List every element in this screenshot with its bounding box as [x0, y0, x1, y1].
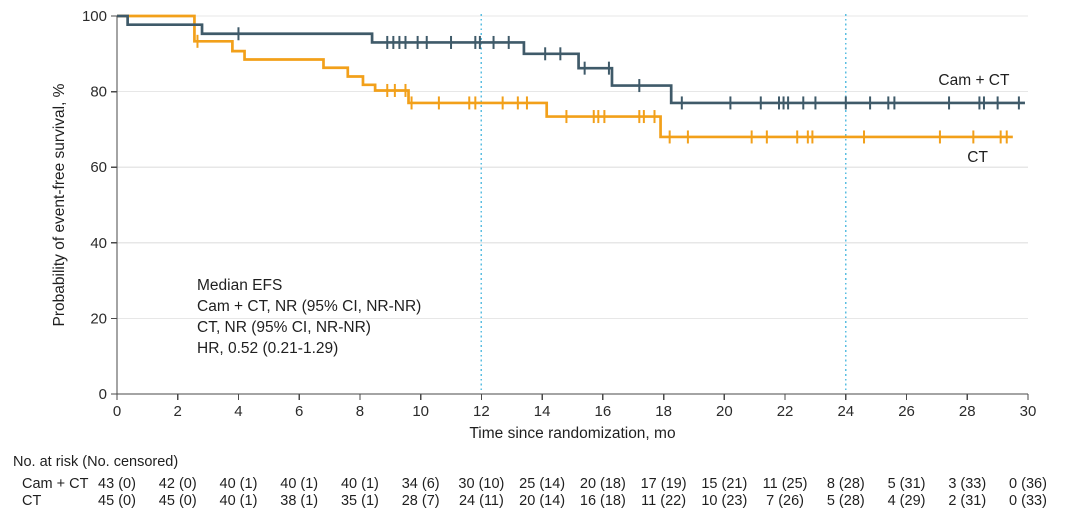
risk-value: 16 (18): [580, 493, 626, 509]
annotation-line: CT, NR (95% CI, NR-NR): [197, 319, 371, 336]
risk-value: 17 (19): [641, 476, 687, 492]
series-label-ct: CT: [967, 149, 988, 166]
x-tick-label: 18: [655, 403, 672, 420]
risk-value: 8 (28): [827, 476, 865, 492]
x-tick-label: 16: [595, 403, 612, 420]
risk-value: 4 (29): [888, 493, 926, 509]
x-tick-label: 28: [959, 403, 976, 420]
risk-row-label: CT: [22, 493, 41, 509]
risk-value: 40 (1): [220, 476, 258, 492]
risk-value: 20 (18): [580, 476, 626, 492]
x-tick-label: 4: [234, 403, 242, 420]
x-tick-label: 2: [174, 403, 182, 420]
risk-value: 24 (11): [459, 493, 504, 509]
y-tick-label: 80: [90, 84, 107, 101]
x-tick-label: 12: [473, 403, 490, 420]
risk-value: 11 (22): [641, 493, 686, 509]
y-tick-label: 0: [99, 386, 107, 403]
y-tick-label: 40: [90, 235, 107, 252]
x-axis-title: Time since randomization, mo: [469, 425, 675, 442]
risk-row-label: Cam + CT: [22, 476, 89, 492]
risk-value: 3 (33): [948, 476, 986, 492]
x-tick-label: 20: [716, 403, 733, 420]
curve-cam-ct: [117, 14, 1025, 105]
risk-value: 5 (28): [827, 493, 865, 509]
risk-value: 2 (31): [948, 493, 986, 509]
risk-value: 40 (1): [280, 476, 318, 492]
risk-value: 45 (0): [98, 493, 136, 509]
y-tick-label: 20: [90, 310, 107, 327]
annotation-line: Median EFS: [197, 277, 282, 294]
risk-value: 5 (31): [888, 476, 926, 492]
risk-value: 28 (7): [402, 493, 440, 509]
risk-value: 11 (25): [763, 476, 808, 492]
risk-value: 35 (1): [341, 493, 379, 509]
x-tick-label: 6: [295, 403, 303, 420]
risk-value: 7 (26): [766, 493, 804, 509]
annotation-line: Cam + CT, NR (95% CI, NR-NR): [197, 298, 421, 315]
y-tick-label: 60: [90, 159, 107, 176]
risk-value: 10 (23): [701, 493, 747, 509]
risk-value: 30 (10): [458, 476, 504, 492]
risk-table-header: No. at risk (No. censored): [13, 454, 178, 470]
curve-ct: [117, 14, 1013, 139]
risk-value: 0 (36): [1009, 476, 1047, 492]
risk-value: 25 (14): [519, 476, 565, 492]
risk-value: 40 (1): [341, 476, 379, 492]
risk-value: 38 (1): [280, 493, 318, 509]
x-tick-label: 14: [534, 403, 551, 420]
risk-value: 20 (14): [519, 493, 565, 509]
x-tick-label: 24: [837, 403, 854, 420]
x-tick-label: 8: [356, 403, 364, 420]
risk-value: 0 (33): [1009, 493, 1047, 509]
x-tick-label: 30: [1020, 403, 1037, 420]
y-tick-label: 100: [82, 8, 107, 25]
x-tick-label: 0: [113, 403, 121, 420]
risk-value: 40 (1): [220, 493, 258, 509]
x-tick-label: 26: [898, 403, 915, 420]
risk-value: 45 (0): [159, 493, 197, 509]
annotation-line: HR, 0.52 (0.21-1.29): [197, 340, 338, 357]
risk-value: 15 (21): [701, 476, 747, 492]
x-tick-label: 22: [777, 403, 794, 420]
y-axis-title: Probability of event-free survival, %: [51, 83, 68, 326]
risk-value: 43 (0): [98, 476, 136, 492]
risk-value: 34 (6): [402, 476, 440, 492]
risk-value: 42 (0): [159, 476, 197, 492]
x-tick-label: 10: [412, 403, 429, 420]
series-label-cam-ct: Cam + CT: [938, 72, 1010, 89]
